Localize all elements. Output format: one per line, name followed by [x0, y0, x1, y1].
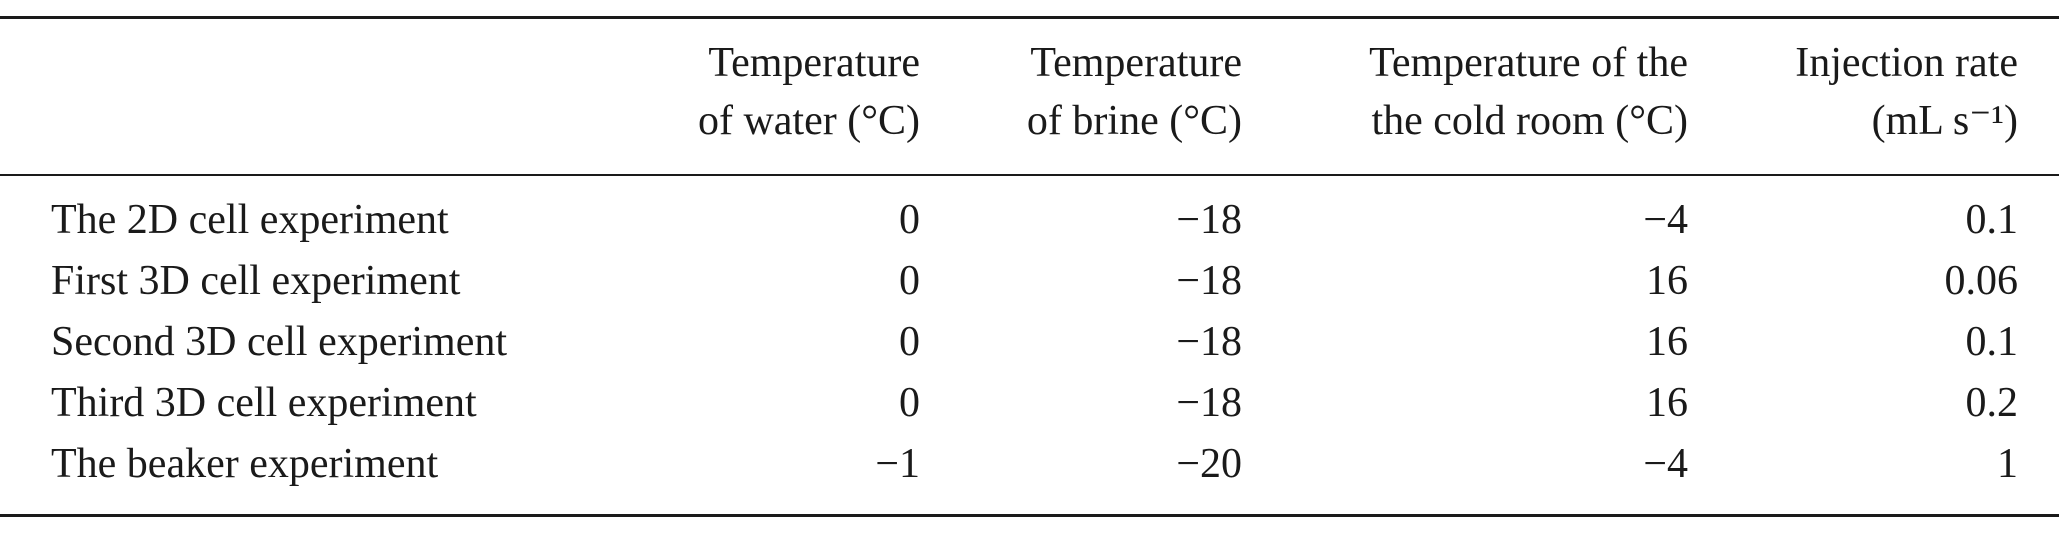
header-water-temperature: Temperature of water (°C) — [698, 34, 920, 150]
cell-brine-temperature: −20 — [1176, 441, 1242, 487]
cell-cold-room-temperature: 16 — [1646, 319, 1688, 365]
cell-water-temperature: 0 — [899, 319, 920, 365]
cell-water-temperature: 0 — [899, 258, 920, 304]
cell-injection-rate: 0.2 — [1965, 380, 2019, 426]
table-row: Third 3D cell experiment 0 −18 16 0.2 — [0, 373, 2059, 434]
cell-brine-temperature: −18 — [1176, 319, 1242, 365]
table-row: The 2D cell experiment 0 −18 −4 0.1 — [0, 190, 2059, 251]
cell-brine-temperature: −18 — [1176, 380, 1242, 426]
row-label: The 2D cell experiment — [51, 197, 449, 243]
table-row: The beaker experiment −1 −20 −4 1 — [0, 434, 2059, 495]
header-line: Injection rate — [1795, 40, 2018, 86]
cell-water-temperature: 0 — [899, 380, 920, 426]
row-label: Third 3D cell experiment — [51, 380, 477, 426]
row-label: The beaker experiment — [51, 441, 439, 487]
cell-cold-room-temperature: −4 — [1643, 197, 1688, 243]
cell-brine-temperature: −18 — [1176, 258, 1242, 304]
cell-injection-rate: 0.06 — [1944, 258, 2019, 304]
cell-cold-room-temperature: 16 — [1646, 258, 1688, 304]
top-rule — [0, 16, 2059, 19]
header-line: Temperature of the — [1369, 40, 1688, 86]
header-line: Temperature — [708, 40, 920, 86]
header-line: of brine (°C) — [1026, 98, 1242, 144]
row-label: Second 3D cell experiment — [51, 319, 508, 365]
header-line: the cold room (°C) — [1371, 98, 1688, 144]
bottom-rule — [0, 514, 2059, 517]
cell-cold-room-temperature: −4 — [1643, 441, 1688, 487]
row-label: First 3D cell experiment — [51, 258, 461, 304]
header-line: Temperature — [1030, 40, 1242, 86]
header-rule — [0, 174, 2059, 176]
table-row: First 3D cell experiment 0 −18 16 0.06 — [0, 251, 2059, 312]
cell-injection-rate: 1 — [1997, 441, 2018, 487]
header-injection-rate: Injection rate (mL s⁻¹) — [1795, 34, 2018, 150]
cell-water-temperature: −1 — [875, 441, 920, 487]
table-row: Second 3D cell experiment 0 −18 16 0.1 — [0, 312, 2059, 373]
cell-injection-rate: 0.1 — [1965, 319, 2019, 365]
header-line: (mL s⁻¹) — [1871, 98, 2018, 144]
cell-brine-temperature: −18 — [1176, 197, 1242, 243]
cell-water-temperature: 0 — [899, 197, 920, 243]
header-line: of water (°C) — [697, 98, 920, 144]
header-brine-temperature: Temperature of brine (°C) — [1027, 34, 1242, 150]
header-cold-room-temperature: Temperature of the the cold room (°C) — [1369, 34, 1688, 150]
cell-injection-rate: 0.1 — [1965, 197, 2019, 243]
cell-cold-room-temperature: 16 — [1646, 380, 1688, 426]
